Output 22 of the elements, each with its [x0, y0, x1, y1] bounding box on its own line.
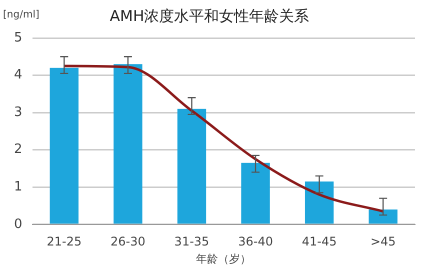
chart-title: AMH浓度水平和女性年龄关系 — [110, 6, 310, 25]
y-tick-label: 2 — [14, 142, 22, 158]
x-tick-label: 31-35 — [174, 234, 210, 249]
bar — [368, 209, 398, 224]
bar — [50, 68, 79, 224]
x-axis-title: 年龄（岁） — [196, 252, 252, 266]
bar — [114, 64, 142, 224]
y-tick-label: 1 — [14, 179, 22, 194]
x-tick-label: 21-25 — [46, 234, 82, 249]
bar — [241, 162, 270, 224]
x-tick-label: 41-45 — [302, 234, 337, 249]
y-tick-label: 5 — [14, 30, 22, 46]
bar — [304, 182, 334, 224]
bar — [177, 108, 206, 224]
y-tick-label: 0 — [14, 216, 22, 232]
x-tick-label: 36-40 — [238, 234, 273, 249]
y-axis-title: [ng/ml] — [3, 10, 40, 21]
y-tick-label: 4 — [14, 68, 22, 83]
x-tick-label: 26-30 — [110, 234, 146, 249]
x-tick-label: >45 — [370, 234, 396, 249]
line-series — [62, 64, 384, 213]
y-tick-label: 3 — [14, 104, 22, 120]
